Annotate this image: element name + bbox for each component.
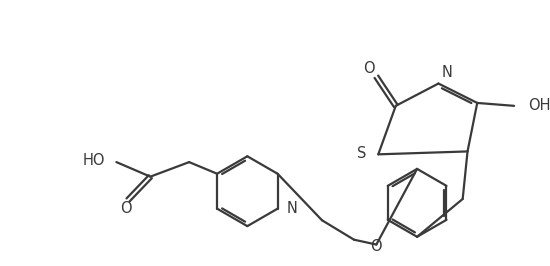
Text: O: O bbox=[363, 61, 375, 77]
Text: O: O bbox=[120, 201, 132, 216]
Text: S: S bbox=[358, 146, 367, 161]
Text: OH: OH bbox=[527, 98, 550, 113]
Text: HO: HO bbox=[82, 153, 104, 168]
Text: O: O bbox=[371, 239, 382, 254]
Text: N: N bbox=[287, 201, 297, 216]
Text: N: N bbox=[441, 65, 452, 80]
